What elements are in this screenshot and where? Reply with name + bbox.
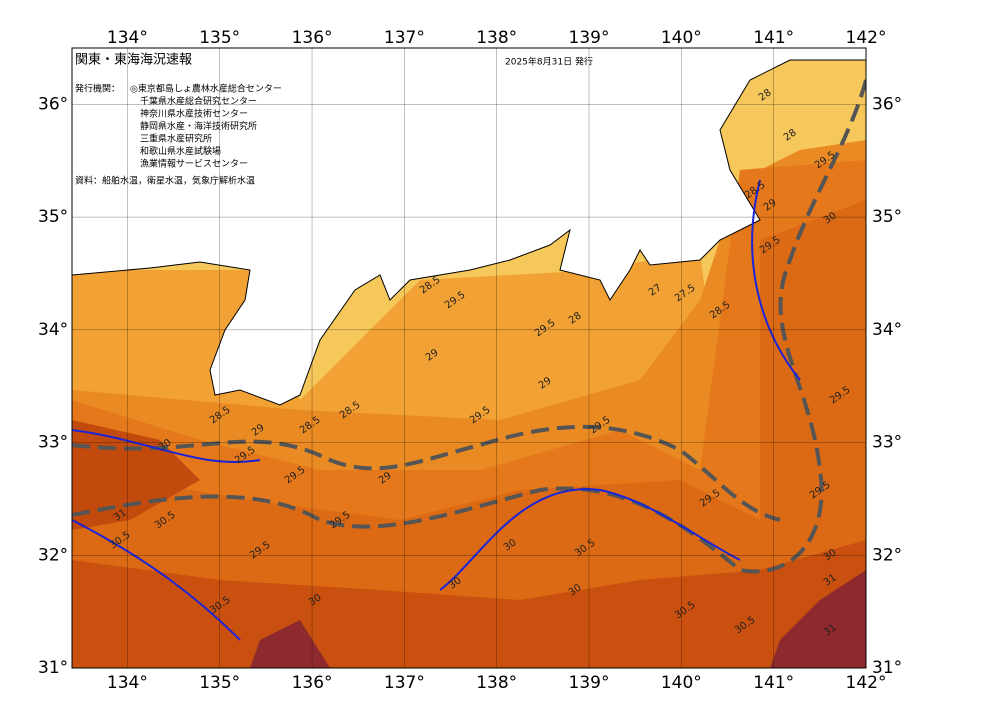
y-tick-label: 31°	[38, 658, 68, 678]
issuer-name: 和歌山県水産試験場	[140, 145, 221, 157]
x-tick-label: 139°	[569, 673, 610, 693]
x-tick-label: 135°	[199, 28, 240, 48]
kuroshio-axis	[72, 79, 866, 574]
x-tick-label: 140°	[661, 673, 702, 693]
band-30	[72, 200, 866, 668]
title: 関東・東海海況速報	[75, 52, 192, 68]
x-tick-label: 139°	[569, 28, 610, 48]
issuer-label: 発行機関：	[75, 83, 120, 95]
x-tick-label: 135°	[199, 673, 240, 693]
x-tick-label: 136°	[292, 28, 333, 48]
x-tick-label: 138°	[476, 673, 517, 693]
x-tick-label: 134°	[107, 673, 148, 693]
x-tick-label: 142°	[846, 673, 887, 693]
y-tick-label: 35°	[872, 207, 902, 227]
kuroshio-axis	[72, 424, 781, 522]
issuer-name: 三重県水産研究所	[140, 133, 212, 145]
x-tick-label: 140°	[661, 28, 702, 48]
x-tick-label: 141°	[753, 673, 794, 693]
y-tick-label: 33°	[38, 433, 68, 453]
issuer-name: 神奈川県水産技術センター	[140, 108, 248, 120]
issuer-name: ◎東京都島しょ農林水産総合センター	[130, 83, 282, 95]
issuer-name: 静岡県水産・海洋技術研究所	[140, 120, 257, 132]
issue-date: 2025年8月31日 発行	[505, 56, 593, 68]
y-tick-label: 35°	[38, 207, 68, 227]
y-tick-label: 32°	[38, 545, 68, 565]
x-tick-label: 137°	[384, 28, 425, 48]
patch	[770, 570, 866, 668]
y-tick-label: 36°	[872, 94, 902, 114]
source: 資料：船舶水温，衛星水温，気象庁解析水温	[75, 175, 255, 187]
y-tick-label: 33°	[872, 433, 902, 453]
y-tick-label: 32°	[872, 545, 902, 565]
issuer-name: 漁業情報サービスセンター	[140, 158, 248, 170]
y-tick-label: 36°	[38, 94, 68, 114]
x-tick-label: 136°	[292, 673, 333, 693]
y-tick-label: 34°	[38, 320, 68, 340]
x-tick-label: 134°	[107, 28, 148, 48]
map-body	[72, 48, 866, 668]
x-tick-label: 138°	[476, 28, 517, 48]
x-tick-label: 141°	[753, 28, 794, 48]
y-tick-label: 31°	[872, 658, 902, 678]
patch	[250, 620, 330, 668]
contour-30	[72, 179, 801, 641]
x-tick-label: 142°	[846, 28, 887, 48]
y-tick-label: 34°	[872, 320, 902, 340]
issuer-name: 千葉県水産総合研究センター	[140, 95, 257, 107]
x-tick-label: 137°	[384, 673, 425, 693]
